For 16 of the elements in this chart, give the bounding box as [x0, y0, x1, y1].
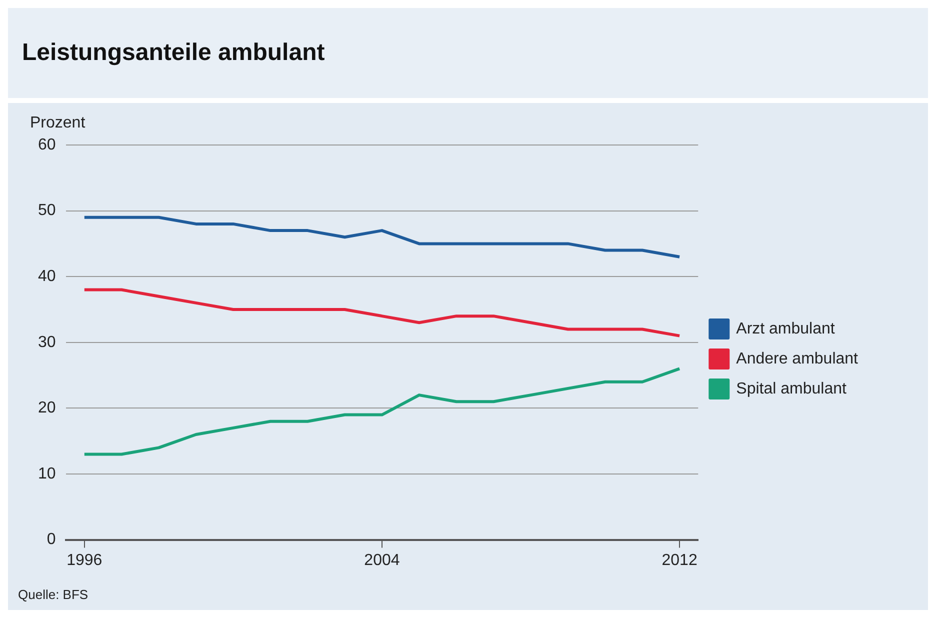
- x-tick-label: 2004: [364, 552, 400, 569]
- source-note: Quelle: BFS: [18, 587, 90, 602]
- legend-label: Spital ambulant: [736, 380, 847, 398]
- y-tick-label: 10: [38, 465, 56, 482]
- x-tick-label: 2012: [662, 552, 698, 569]
- legend-label: Arzt ambulant: [736, 320, 836, 338]
- y-axis-title: Prozent: [30, 114, 86, 132]
- y-tick-label: 0: [46, 531, 56, 548]
- y-tick-label: 40: [38, 268, 56, 286]
- y-tick-label: 30: [38, 334, 56, 351]
- legend-label: Andere ambulant: [736, 350, 859, 368]
- y-tick-label: 20: [38, 400, 56, 417]
- x-tick-label: 1996: [66, 552, 102, 569]
- y-tick-label: 60: [38, 136, 56, 154]
- chart-title: Leistungsanteile ambulant: [22, 39, 325, 67]
- y-tick-label: 50: [38, 202, 56, 220]
